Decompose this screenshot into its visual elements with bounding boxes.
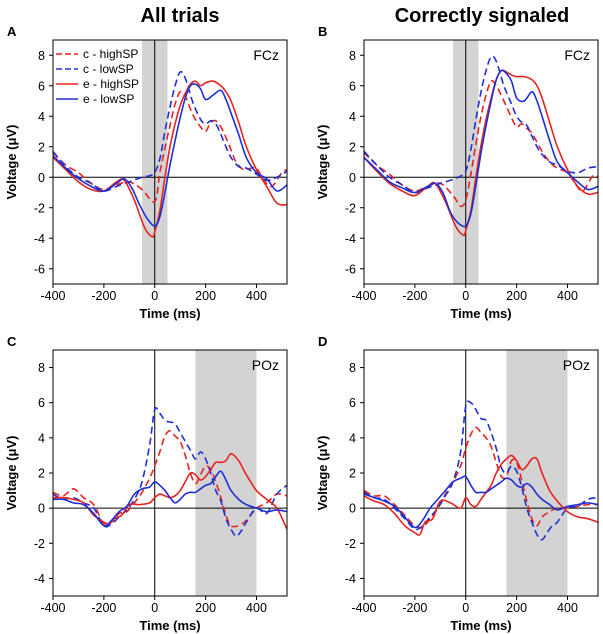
series-line-c-lowsp — [364, 55, 598, 194]
y-tick-label: 8 — [349, 49, 356, 63]
x-axis-label: Time (ms) — [139, 618, 200, 633]
y-tick-label: -2 — [345, 537, 356, 551]
y-tick-label: -4 — [34, 572, 45, 586]
y-tick-label: 8 — [38, 361, 45, 375]
panel-label-c: C — [7, 334, 17, 349]
column-title-all-trials: All trials — [141, 5, 220, 27]
y-tick-label: 8 — [38, 49, 45, 63]
series-line-e-highsp — [53, 80, 287, 238]
x-tick-label: -200 — [91, 601, 116, 615]
series-line-c-highsp — [53, 430, 287, 528]
series-line-c-highsp — [53, 90, 287, 203]
y-tick-label: -4 — [34, 232, 45, 246]
shaded-window — [195, 350, 257, 596]
x-tick-label: 0 — [151, 289, 158, 303]
y-tick-label: -6 — [34, 262, 45, 276]
series-line-e-highsp — [364, 454, 598, 536]
x-tick-label: -400 — [40, 601, 65, 615]
panel-c: -400 -200 0 200 400 -4 -2 0 2 4 6 8 Time (ms) Voltage… — [4, 334, 288, 633]
y-tick-label: 4 — [349, 431, 356, 445]
x-tick-label: 200 — [195, 601, 216, 615]
x-tick-label: -200 — [402, 601, 427, 615]
y-tick-label: -6 — [345, 262, 356, 276]
y-tick-label: 0 — [38, 171, 45, 185]
y-tick-label: 0 — [349, 171, 356, 185]
x-tick-label: -400 — [351, 289, 376, 303]
y-tick-label: 2 — [349, 140, 356, 154]
y-tick-label: 4 — [38, 431, 45, 445]
channel-label: POz — [252, 357, 279, 373]
y-tick-label: 8 — [349, 361, 356, 375]
series-line-c-lowsp — [53, 407, 287, 538]
y-tick-label: 4 — [349, 110, 356, 124]
panel-b: -400 -200 0 200 400 -6 -4 -2 0 2 4 6 8 Time (ms) Volta… — [315, 24, 599, 321]
panel-a: -400 -200 0 200 400 -6 -4 -2 0 2 4 6 8 Time (ms) Volta… — [4, 24, 288, 321]
x-tick-label: -400 — [40, 289, 65, 303]
x-tick-label: 400 — [557, 601, 578, 615]
x-tick-label: -200 — [91, 289, 116, 303]
series-line-e-lowsp — [53, 470, 287, 527]
panel-label-b: B — [318, 24, 327, 39]
plot-frame — [363, 39, 599, 285]
legend-label: c - lowSP — [83, 62, 134, 76]
y-tick-label: 2 — [38, 140, 45, 154]
panel-label-a: A — [7, 24, 17, 39]
y-tick-label: 6 — [349, 396, 356, 410]
y-tick-label: -4 — [345, 232, 356, 246]
y-tick-label: 6 — [38, 79, 45, 93]
x-tick-label: 200 — [506, 601, 527, 615]
y-axis-label: Voltage (μV) — [315, 125, 330, 200]
plot-frame — [52, 39, 288, 285]
column-title-correctly-signaled: Correctly signaled — [395, 5, 570, 27]
x-tick-label: 200 — [506, 289, 527, 303]
y-tick-label: 4 — [38, 110, 45, 124]
y-axis-label: Voltage (μV) — [315, 436, 330, 511]
legend-label: e - lowSP — [83, 92, 134, 106]
x-tick-label: 200 — [195, 289, 216, 303]
y-axis-label: Voltage (μV) — [4, 436, 19, 511]
series-line-e-lowsp — [364, 475, 598, 529]
x-tick-label: -400 — [351, 601, 376, 615]
panel-d: -400 -200 0 200 400 -4 -2 0 2 4 6 8 Time (ms) Voltage… — [315, 334, 599, 633]
series-line-c-lowsp — [364, 400, 598, 541]
y-tick-label: 0 — [38, 502, 45, 516]
channel-label: FCz — [253, 47, 279, 63]
legend-label: e - highSP — [83, 77, 139, 91]
x-tick-label: -200 — [402, 289, 427, 303]
channel-label: FCz — [564, 47, 590, 63]
channel-label: POz — [563, 357, 590, 373]
series-line-c-lowsp — [53, 70, 287, 192]
x-tick-label: 400 — [246, 289, 267, 303]
y-tick-label: -2 — [34, 537, 45, 551]
y-tick-label: -4 — [345, 572, 356, 586]
series-line-e-lowsp — [364, 69, 598, 228]
x-axis-label: Time (ms) — [450, 306, 511, 321]
x-axis-label: Time (ms) — [450, 618, 511, 633]
y-tick-label: 2 — [349, 467, 356, 481]
x-tick-label: 0 — [462, 601, 469, 615]
legend-label: c - highSP — [83, 47, 138, 61]
y-axis-label: Voltage (μV) — [4, 125, 19, 200]
shaded-window — [506, 350, 568, 596]
x-tick-label: 400 — [557, 289, 578, 303]
x-tick-label: 0 — [462, 289, 469, 303]
y-tick-label: 0 — [349, 502, 356, 516]
y-tick-label: 2 — [38, 467, 45, 481]
x-axis-label: Time (ms) — [139, 306, 200, 321]
panel-label-d: D — [318, 334, 327, 349]
y-tick-label: 6 — [349, 79, 356, 93]
x-tick-label: 400 — [246, 601, 267, 615]
series-line-e-highsp — [53, 452, 287, 530]
x-tick-label: 0 — [151, 601, 158, 615]
y-tick-label: 6 — [38, 396, 45, 410]
y-tick-label: -2 — [345, 201, 356, 215]
y-tick-label: -2 — [34, 201, 45, 215]
series-line-e-lowsp — [53, 83, 287, 227]
